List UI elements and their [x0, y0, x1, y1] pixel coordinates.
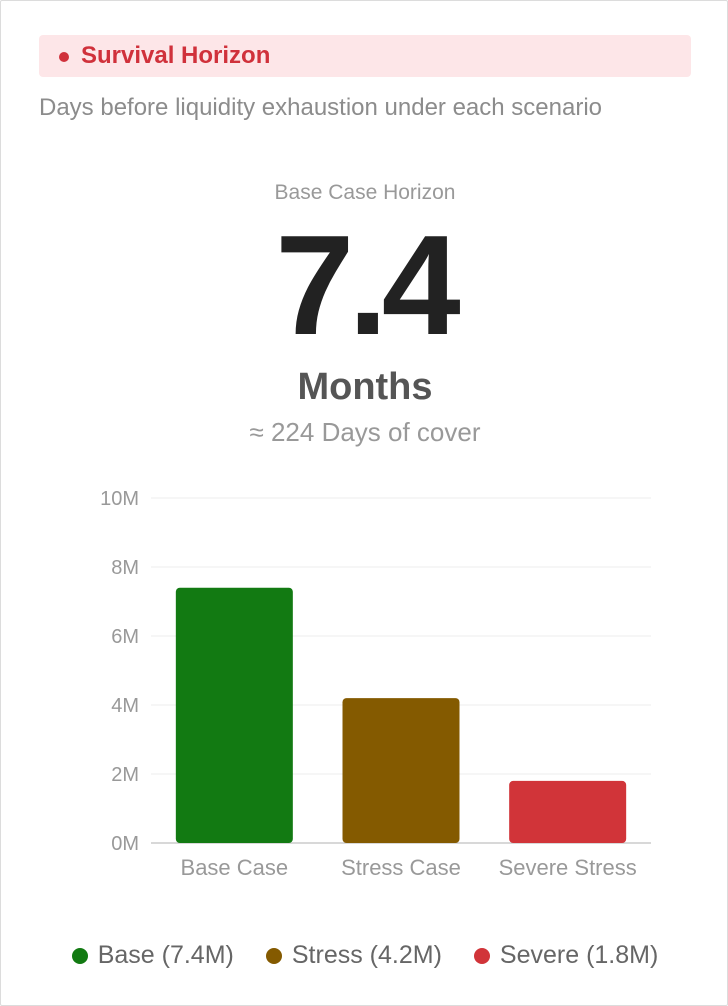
legend-label: Stress (4.2M): [291, 941, 442, 969]
card-subtitle: Days before liquidity exhaustion under e…: [39, 94, 603, 121]
card-header-tag: Survival Horizon: [39, 35, 691, 77]
legend-item: Severe (1.8M): [473, 941, 659, 970]
bar-chart: 0M 2M 4M 6M 8M 10M Base Case Stress Case Severe …: [100, 488, 651, 880]
y-tick-label: 10M: [100, 488, 139, 510]
legend-swatch-icon: [71, 947, 88, 964]
legend-swatch-icon: [265, 947, 282, 964]
y-tick-label: 8M: [111, 557, 139, 579]
y-tick-label: 4M: [111, 695, 139, 717]
kpi-note: ≈ 224 Days of cover: [249, 417, 481, 447]
status-dot-icon: [59, 52, 69, 62]
kpi-label: Base Case Horizon: [274, 181, 456, 204]
y-tick-label: 2M: [111, 764, 139, 786]
chart-legend: Base (7.4M) Stress (4.2M) Severe (1.8M): [1, 941, 728, 970]
kpi-unit: Months: [297, 366, 433, 408]
bar: [509, 780, 627, 843]
y-tick-label: 6M: [111, 626, 139, 648]
bar: [342, 698, 460, 843]
card-title: Survival Horizon: [81, 42, 271, 69]
legend-item: Base (7.4M): [71, 941, 234, 970]
legend-swatch-icon: [473, 947, 490, 964]
y-tick-label: 0M: [111, 833, 139, 855]
kpi-value: 7.4: [275, 206, 460, 365]
legend-label: Base (7.4M): [97, 941, 234, 969]
x-tick-label: Base Case: [181, 855, 289, 880]
x-tick-label: Stress Case: [341, 855, 461, 880]
legend-item: Stress (4.2M): [265, 941, 442, 970]
x-tick-label: Severe Stress: [499, 855, 637, 880]
legend-label: Severe (1.8M): [499, 941, 659, 969]
bar: [175, 587, 293, 843]
